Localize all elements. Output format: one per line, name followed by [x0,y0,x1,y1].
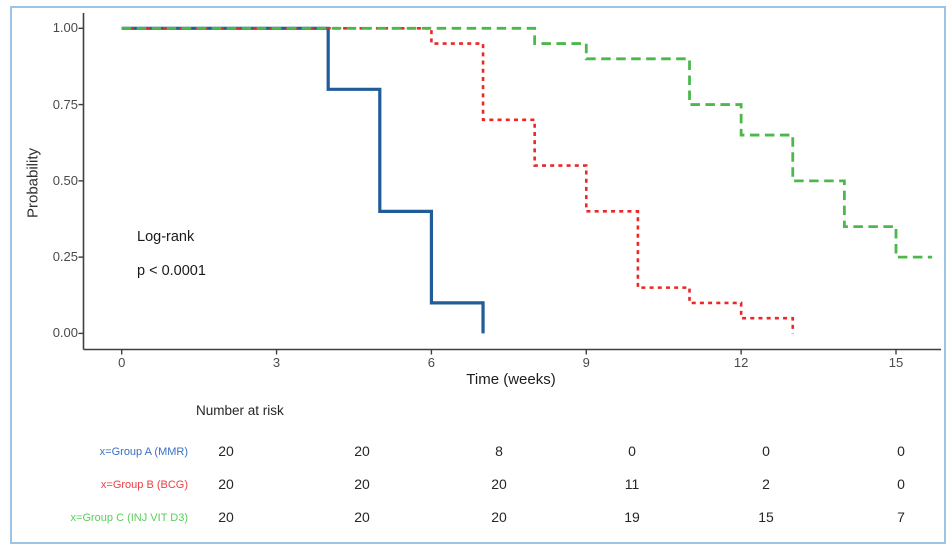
risk-value: 15 [758,509,774,525]
risk-table-header: Number at risk [196,403,284,418]
risk-value: 0 [762,443,770,459]
risk-value: 7 [897,509,905,525]
risk-row-label-group-a: x=Group A (MMR) [99,446,188,458]
risk-value: 20 [218,443,234,459]
risk-value: 0 [897,443,905,459]
risk-value: 20 [218,509,234,525]
risk-value: 20 [354,509,370,525]
risk-value: 20 [491,509,507,525]
logrank-annotation: Log-rank [137,229,195,245]
risk-value: 2 [762,476,770,492]
x-tick-label: 0 [118,355,126,370]
x-tick-label: 9 [582,355,590,370]
y-tick-label: 0.25 [52,249,78,265]
x-tick-label: 6 [427,355,436,370]
risk-value: 8 [495,443,503,459]
x-tick-label: 3 [272,355,281,370]
risk-value: 20 [354,476,370,492]
risk-value: 11 [624,476,640,492]
y-tick-label: 0.75 [52,96,78,112]
x-tick-label: 15 [888,355,904,370]
pvalue-annotation: p < 0.0001 [137,263,206,279]
risk-value: 20 [354,443,370,459]
risk-value: 20 [491,476,507,492]
survival-curve-group-c-inj-vit-d3- [121,26,933,259]
x-tick-label: 12 [733,355,749,370]
risk-row-label-group-b: x=Group B (BCG) [100,479,188,491]
risk-value: 19 [624,509,640,525]
x-axis-title: Time (weeks) [466,371,556,388]
y-tick-label: 0.50 [52,172,78,188]
survival-curve-group-a-mmr- [121,26,485,334]
risk-value: 0 [628,443,636,459]
risk-row-label-group-c: x=Group C (INJ VIT D3) [70,512,188,524]
y-tick-label: 0.00 [52,325,78,341]
y-tick-label: 1.00 [52,20,78,36]
survival-curve-group-b-bcg- [121,27,795,334]
risk-value: 20 [218,476,234,492]
risk-value: 0 [897,476,905,492]
